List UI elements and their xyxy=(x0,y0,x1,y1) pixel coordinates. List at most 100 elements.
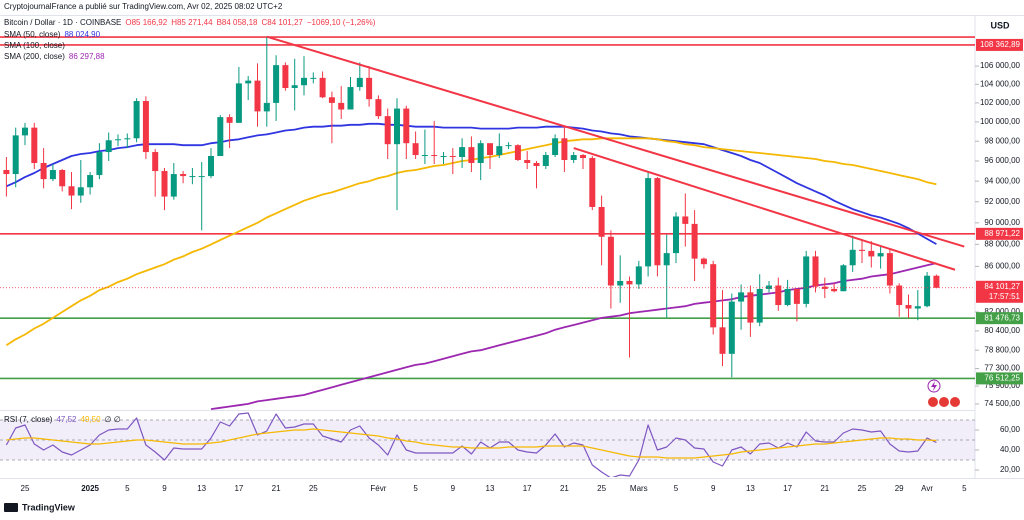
x-tick-label: 2025 xyxy=(81,484,99,493)
candle-body xyxy=(394,108,400,145)
x-tick-label: 5 xyxy=(962,484,967,493)
main-pane xyxy=(0,35,975,410)
candle-body xyxy=(115,139,121,141)
candle-body xyxy=(152,152,159,172)
price-label: 84 101,27 xyxy=(984,282,1020,291)
candle-body xyxy=(673,216,679,254)
x-tick-label: 17 xyxy=(783,484,792,493)
ohlc-value: H85 271,44 xyxy=(171,18,213,27)
change-value: −1069,10 (−1,26%) xyxy=(307,18,376,27)
candle-body xyxy=(840,265,847,292)
candle-body xyxy=(821,286,828,289)
price-label-bg xyxy=(976,280,1023,303)
x-tick-label: 21 xyxy=(820,484,829,493)
legend-name: SMA (100, close) xyxy=(4,41,65,50)
candle-body xyxy=(96,152,103,176)
y-tick-label: 80 400,00 xyxy=(984,326,1020,335)
x-tick-label: 13 xyxy=(486,484,495,493)
y-tick-label: 94 000,00 xyxy=(984,176,1020,185)
candle-body xyxy=(487,143,493,156)
candle-body xyxy=(319,77,326,98)
candle-body xyxy=(905,305,912,309)
rsi-legend-value: 47,52 xyxy=(56,415,77,424)
candle-body xyxy=(859,249,865,251)
candle-body xyxy=(170,174,177,197)
y-tick-label: 74 500,00 xyxy=(984,399,1020,408)
x-tick-label: 9 xyxy=(451,484,456,493)
x-tick-label: 25 xyxy=(21,484,30,493)
ohlc-value: B84 058,18 xyxy=(217,18,258,27)
level-label: 108 362,89 xyxy=(980,40,1021,49)
brand[interactable]: TradingView xyxy=(4,502,76,512)
candle-body xyxy=(654,178,661,266)
rsi-line xyxy=(5,412,937,477)
candle-body xyxy=(431,155,438,157)
candle-body xyxy=(766,285,772,289)
candle-body xyxy=(598,206,605,237)
candle-body xyxy=(849,249,856,266)
candle-body xyxy=(831,288,838,292)
candle-body xyxy=(617,280,624,286)
candle-body xyxy=(235,83,242,123)
candle-body xyxy=(812,256,819,287)
x-tick-label: Mars xyxy=(630,484,648,493)
x-tick-label: 17 xyxy=(523,484,532,493)
candle-body xyxy=(161,171,168,197)
candle-body xyxy=(514,145,521,160)
level-label-bg xyxy=(976,38,1023,51)
y-tick-label: 106 000,00 xyxy=(980,61,1021,70)
y-tick-label: 82 000,00 xyxy=(984,307,1020,316)
flag-icon xyxy=(949,396,961,408)
x-tick-label: 21 xyxy=(560,484,569,493)
candle-body xyxy=(254,80,261,112)
x-tick-label: 17 xyxy=(234,484,243,493)
candle-body xyxy=(421,155,428,157)
candle-body xyxy=(589,158,596,207)
candle-body xyxy=(505,145,512,147)
rsi-legend-value: 49,50 xyxy=(81,415,102,424)
y-tick-label: 98 000,00 xyxy=(984,136,1020,145)
x-tick-label: 21 xyxy=(272,484,281,493)
candle-body xyxy=(747,292,754,323)
lightning-glyph xyxy=(931,381,937,391)
candle-body xyxy=(12,135,19,175)
candle-body xyxy=(180,174,187,177)
y-tick-label: 90 000,00 xyxy=(984,218,1020,227)
y-tick-label: 75 900,00 xyxy=(984,381,1020,390)
candle-body xyxy=(682,216,689,224)
x-tick-label: 5 xyxy=(413,484,418,493)
y-tick-label: 86 000,00 xyxy=(984,262,1020,271)
y-tick-label: 60,00 xyxy=(1000,425,1021,434)
x-tick-label: 5 xyxy=(125,484,130,493)
axes: 106 000,00 104 000,00 102 000,00 100 000,00… xyxy=(4,18,1023,493)
countdown: 17:57:51 xyxy=(989,292,1021,301)
candle-body xyxy=(710,264,717,328)
candle-body xyxy=(347,87,354,110)
y-tick-label: 40,00 xyxy=(1000,445,1021,454)
candle-body xyxy=(738,292,745,302)
legend-name: SMA (200, close) xyxy=(4,52,65,61)
candle-body xyxy=(133,101,140,139)
symbol: Bitcoin / Dollar · 1D · COINBASE xyxy=(4,18,121,27)
legend-name: SMA (50, close) xyxy=(4,30,61,39)
candle-body xyxy=(896,285,903,306)
flag-icon xyxy=(927,396,939,408)
candle-body xyxy=(124,138,131,140)
candle-body xyxy=(366,77,373,100)
y-tick-label: 104 000,00 xyxy=(980,79,1021,88)
x-tick-label: 9 xyxy=(711,484,716,493)
candle-body xyxy=(756,288,763,323)
candle-body xyxy=(245,80,252,84)
candle-body xyxy=(552,138,559,156)
rsi-pane xyxy=(0,412,975,477)
candle-body xyxy=(663,253,670,266)
candle-body xyxy=(459,147,466,158)
level-label: 76 512,25 xyxy=(984,374,1020,383)
rsi-legend-extra: ∅ ∅ xyxy=(105,415,121,424)
x-tick-label: 25 xyxy=(858,484,867,493)
candle-body xyxy=(328,97,335,103)
currency: USD xyxy=(990,20,1010,30)
level-label-bg xyxy=(976,227,1023,240)
x-tick-label: 5 xyxy=(674,484,679,493)
candle-body xyxy=(784,288,791,306)
